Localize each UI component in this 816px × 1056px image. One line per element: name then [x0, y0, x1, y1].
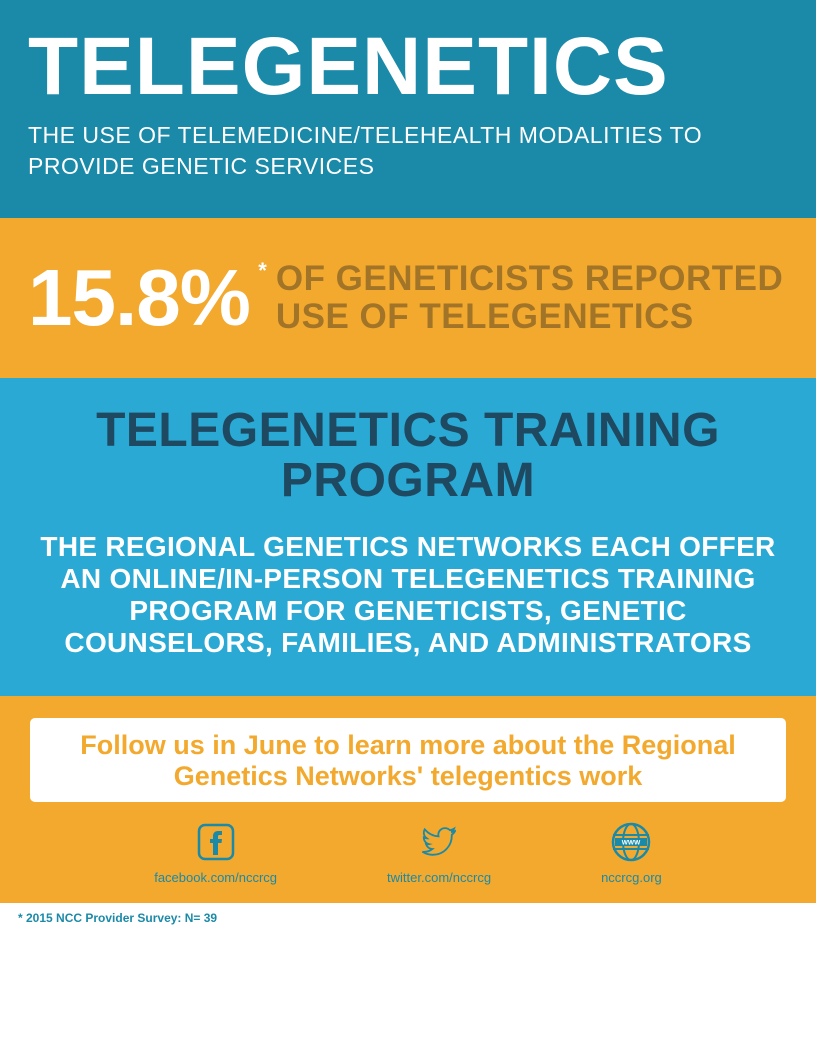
stat-number: 15.8%*: [28, 252, 250, 344]
cta-box: Follow us in June to learn more about th…: [30, 718, 786, 802]
subtitle: THE USE OF TELEMEDICINE/TELEHEALTH MODAL…: [28, 120, 788, 182]
social-label: twitter.com/nccrcg: [387, 870, 491, 885]
training-title: TELEGENETICS TRAINING PROGRAM: [28, 406, 788, 507]
stat-text: OF GENETICISTS REPORTED USE OF TELEGENET…: [276, 260, 788, 336]
training-body: THE REGIONAL GENETICS NETWORKS EACH OFFE…: [28, 531, 788, 660]
header-section: TELEGENETICS THE USE OF TELEMEDICINE/TEL…: [0, 0, 816, 218]
twitter-icon: [417, 820, 461, 864]
www-icon: WWW: [609, 820, 653, 864]
social-item-www[interactable]: WWW nccrcg.org: [601, 820, 662, 885]
training-section: TELEGENETICS TRAINING PROGRAM THE REGION…: [0, 378, 816, 696]
social-label: nccrcg.org: [601, 870, 662, 885]
footnote: * 2015 NCC Provider Survey: N= 39: [0, 903, 816, 933]
stat-asterisk: *: [258, 258, 266, 284]
cta-section: Follow us in June to learn more about th…: [0, 696, 816, 903]
social-item-facebook[interactable]: facebook.com/nccrcg: [154, 820, 277, 885]
stat-section: 15.8%* OF GENETICISTS REPORTED USE OF TE…: [0, 218, 816, 378]
social-item-twitter[interactable]: twitter.com/nccrcg: [387, 820, 491, 885]
facebook-icon: [194, 820, 238, 864]
social-row: facebook.com/nccrcg twitter.com/nccrcg W…: [30, 820, 786, 885]
svg-text:WWW: WWW: [622, 839, 641, 846]
social-label: facebook.com/nccrcg: [154, 870, 277, 885]
main-title: TELEGENETICS: [28, 28, 788, 106]
stat-value: 15.8%: [28, 253, 250, 342]
